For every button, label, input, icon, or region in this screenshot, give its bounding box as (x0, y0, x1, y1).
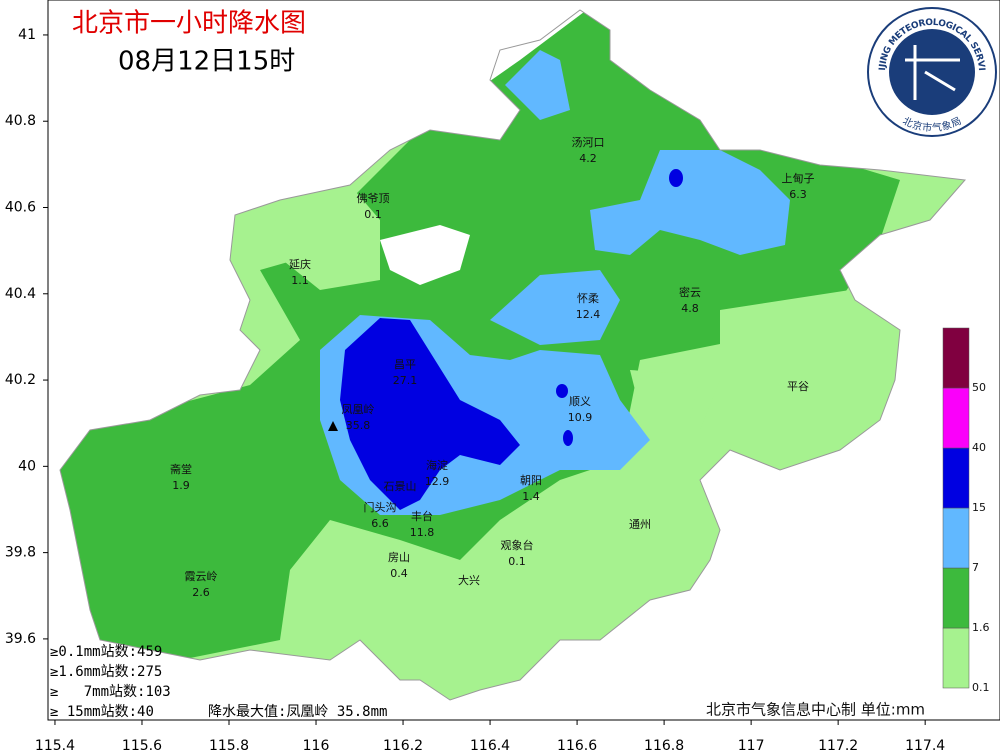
station-name: 昌平 (394, 358, 416, 371)
station-name: 海淀 (426, 458, 448, 472)
stat-line: ≥1.6mm站数:275 (50, 664, 162, 680)
station-name: 丰台 (411, 509, 433, 523)
station-value: 1.1 (291, 274, 309, 287)
frame (47, 0, 1000, 721)
legend-label: 40 (972, 441, 986, 454)
station-value: 0.1 (364, 208, 382, 221)
station-value: 2.6 (192, 586, 210, 599)
station-value: 35.8 (346, 419, 371, 432)
legend-box (942, 627, 970, 689)
station-name: 密云 (679, 285, 701, 299)
station-name: 上甸子 (782, 172, 815, 185)
max-space (328, 704, 336, 720)
x-tick-label: 115.8 (209, 738, 249, 754)
station-value: 1.4 (522, 490, 540, 503)
legend-label: 7 (972, 561, 979, 574)
legend-box (942, 567, 970, 629)
station-value: 4.2 (579, 152, 597, 165)
y-tick-label: 40.8 (5, 113, 36, 129)
station-value: 0.4 (390, 567, 408, 580)
y-tick-label: 39.8 (5, 545, 36, 561)
station-value: 4.8 (681, 302, 699, 315)
legend-label: 1.6 (972, 621, 990, 634)
stat-count: 40 (137, 704, 154, 720)
subtitle: 08月12日15时 (118, 47, 295, 77)
stat-label: ≥1.6mm站数: (50, 664, 137, 680)
x-tick-label: 116.4 (470, 738, 510, 754)
x-tick-label: 115.6 (122, 738, 162, 754)
station-name: 观象台 (501, 538, 534, 552)
station-value: 6.6 (371, 517, 389, 530)
legend-box (942, 327, 970, 389)
stat-line: ≥ 7mm站数:103 (50, 684, 171, 700)
stat-line: ≥ 15mm站数:40 (50, 704, 154, 720)
station-name: 房山 (388, 551, 410, 564)
stat-count: 459 (137, 644, 162, 660)
station-name: 通州 (629, 518, 651, 531)
max-label: 降水最大值: (208, 704, 286, 720)
station-value: 1.9 (172, 479, 190, 492)
legend-box (942, 447, 970, 509)
legend-label: 50 (972, 381, 986, 394)
x-tick-label: 116.8 (644, 738, 684, 754)
stat-label: ≥ 7mm站数: (50, 684, 145, 700)
station-value: 27.1 (393, 374, 418, 387)
stat-count: 103 (145, 684, 170, 700)
x-tick-label: 116.6 (557, 738, 597, 754)
station-value: 12.9 (425, 475, 450, 488)
x-tick-label: 117.2 (818, 738, 858, 754)
station-value: 6.3 (789, 188, 807, 201)
max-line: 降水最大值:凤凰岭 35.8mm (208, 704, 387, 720)
station-value: 12.4 (576, 308, 601, 321)
x-tick-label: 116 (303, 738, 330, 754)
stat-label: ≥ 15mm站数: (50, 704, 137, 720)
station-name: 佛爷顶 (357, 191, 390, 205)
station-name: 汤河口 (572, 135, 605, 149)
max-unit: mm (371, 704, 388, 720)
station-value: 11.8 (410, 526, 435, 539)
credit: 北京市气象信息中心制 单位:mm (706, 701, 925, 719)
stat-count: 275 (137, 664, 162, 680)
station-name: 凤凰岭 (342, 402, 375, 416)
max-value: 35.8 (337, 704, 371, 720)
max-station: 凤凰岭 (286, 704, 328, 720)
station-name: 大兴 (458, 573, 480, 587)
y-tick-label: 40.2 (5, 372, 36, 388)
station-name: 平谷 (787, 380, 809, 393)
station-name: 顺义 (569, 395, 591, 408)
x-tick-label: 115.4 (35, 738, 75, 754)
legend-box (942, 387, 970, 449)
y-tick-label: 41 (18, 27, 36, 43)
stat-label: ≥0.1mm站数: (50, 644, 137, 660)
title: 北京市一小时降水图 (72, 9, 306, 39)
x-tick-label: 117 (738, 738, 765, 754)
max-marker (328, 421, 338, 431)
station-name: 石景山 (384, 480, 417, 493)
y-tick-label: 39.6 (5, 631, 36, 647)
y-tick-label: 40.6 (5, 200, 36, 216)
x-tick-label: 116.2 (383, 738, 423, 754)
station-name: 斋堂 (170, 462, 192, 476)
legend-label: 0.1 (972, 681, 990, 694)
legend-box (942, 507, 970, 569)
y-tick-label: 40.4 (5, 286, 36, 302)
legend-label: 15 (972, 501, 986, 514)
stat-line: ≥0.1mm站数:459 (50, 644, 162, 660)
station-name: 门头沟 (364, 500, 397, 514)
station-value: 10.9 (568, 411, 593, 424)
x-tick-label: 117.4 (905, 738, 945, 754)
station-name: 霞云岭 (185, 569, 218, 583)
station-name: 怀柔 (577, 292, 599, 305)
y-tick-label: 40 (18, 458, 36, 474)
station-name: 延庆 (289, 257, 311, 271)
station-name: 朝阳 (520, 474, 542, 487)
station-value: 0.1 (508, 555, 526, 568)
